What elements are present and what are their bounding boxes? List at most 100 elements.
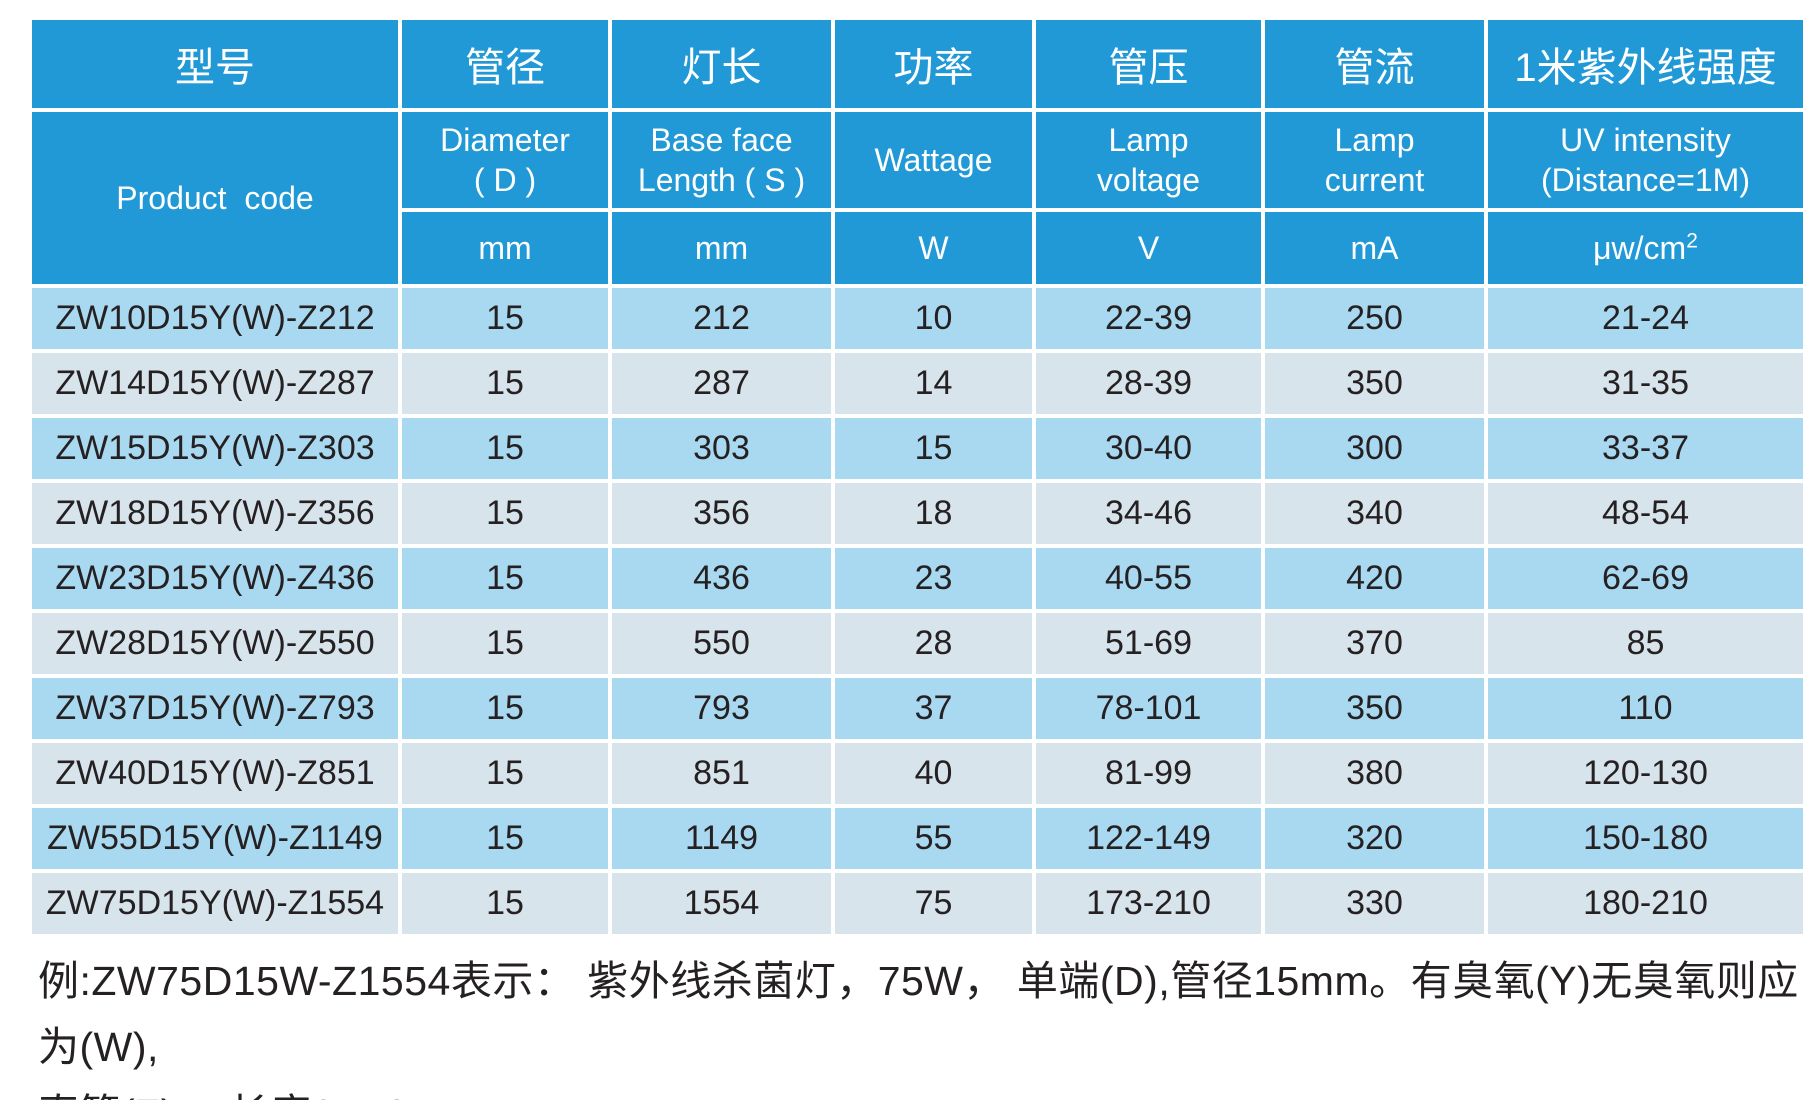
cell-voltage: 51-69 xyxy=(1032,609,1265,678)
table-row: ZW15D15Y(W)-Z303 15 303 15 30-40 300 33-… xyxy=(28,414,1807,483)
table-row: ZW23D15Y(W)-Z436 15 436 23 40-55 420 62-… xyxy=(28,544,1807,613)
cell-wattage: 15 xyxy=(831,414,1036,483)
cell-diameter: 15 xyxy=(398,284,612,353)
cell-diameter: 15 xyxy=(398,349,612,418)
cell-voltage: 30-40 xyxy=(1032,414,1265,483)
cell-model: ZW40D15Y(W)-Z851 xyxy=(28,739,402,808)
header-unit-uv-sup: 2 xyxy=(1686,228,1698,252)
table-row: ZW55D15Y(W)-Z1149 15 1149 55 122-149 320… xyxy=(28,804,1807,873)
header-zh-wattage: 功率 xyxy=(831,16,1036,112)
table-row: ZW18D15Y(W)-Z356 15 356 18 34-46 340 48-… xyxy=(28,479,1807,548)
cell-diameter: 15 xyxy=(398,609,612,678)
cell-wattage: 75 xyxy=(831,869,1036,938)
cell-wattage: 28 xyxy=(831,609,1036,678)
cell-uv: 120-130 xyxy=(1484,739,1807,808)
header-en-diameter: Diameter ( D ) xyxy=(398,108,612,212)
cell-length: 851 xyxy=(608,739,835,808)
cell-voltage: 40-55 xyxy=(1032,544,1265,613)
header-unit-uv: μw/cm2 xyxy=(1484,208,1807,288)
cell-uv: 62-69 xyxy=(1484,544,1807,613)
cell-diameter: 15 xyxy=(398,544,612,613)
cell-diameter: 15 xyxy=(398,739,612,808)
table-row: ZW40D15Y(W)-Z851 15 851 40 81-99 380 120… xyxy=(28,739,1807,808)
header-zh-length: 灯长 xyxy=(608,16,835,112)
cell-uv: 110 xyxy=(1484,674,1807,743)
header-en-product-code: Product code xyxy=(28,108,402,288)
cell-voltage: 78-101 xyxy=(1032,674,1265,743)
cell-uv: 21-24 xyxy=(1484,284,1807,353)
header-unit-wattage: W xyxy=(831,208,1036,288)
cell-wattage: 18 xyxy=(831,479,1036,548)
header-en-uv: UV intensity (Distance=1M) xyxy=(1484,108,1807,212)
cell-wattage: 37 xyxy=(831,674,1036,743)
cell-uv: 85 xyxy=(1484,609,1807,678)
cell-diameter: 15 xyxy=(398,869,612,938)
cell-diameter: 15 xyxy=(398,479,612,548)
cell-voltage: 173-210 xyxy=(1032,869,1265,938)
cell-model: ZW23D15Y(W)-Z436 xyxy=(28,544,402,613)
cell-diameter: 15 xyxy=(398,414,612,483)
cell-current: 330 xyxy=(1261,869,1488,938)
cell-wattage: 14 xyxy=(831,349,1036,418)
cell-length: 550 xyxy=(608,609,835,678)
cell-uv: 31-35 xyxy=(1484,349,1807,418)
header-unit-diameter: mm xyxy=(398,208,612,288)
cell-current: 350 xyxy=(1261,349,1488,418)
cell-wattage: 55 xyxy=(831,804,1036,873)
header-en-current: Lamp current xyxy=(1261,108,1488,212)
cell-model: ZW15D15Y(W)-Z303 xyxy=(28,414,402,483)
cell-length: 287 xyxy=(608,349,835,418)
cell-model: ZW55D15Y(W)-Z1149 xyxy=(28,804,402,873)
table-row: ZW75D15Y(W)-Z1554 15 1554 75 173-210 330… xyxy=(28,869,1807,938)
header-en-length: Base face Length ( S ) xyxy=(608,108,835,212)
table-row: ZW14D15Y(W)-Z287 15 287 14 28-39 350 31-… xyxy=(28,349,1807,418)
cell-current: 380 xyxy=(1261,739,1488,808)
cell-uv: 48-54 xyxy=(1484,479,1807,548)
header-row-en: Product code Diameter ( D ) Base face Le… xyxy=(28,108,1807,288)
table-row: ZW10D15Y(W)-Z212 15 212 10 22-39 250 21-… xyxy=(28,284,1807,353)
cell-wattage: 40 xyxy=(831,739,1036,808)
header-unit-voltage: V xyxy=(1032,208,1265,288)
cell-wattage: 10 xyxy=(831,284,1036,353)
cell-diameter: 15 xyxy=(398,804,612,873)
header-zh-model: 型号 xyxy=(28,16,402,112)
cell-length: 303 xyxy=(608,414,835,483)
header-en-voltage: Lamp voltage xyxy=(1032,108,1265,212)
header-unit-length: mm xyxy=(608,208,835,288)
cell-model: ZW18D15Y(W)-Z356 xyxy=(28,479,402,548)
header-unit-uv-base: μw/cm xyxy=(1593,229,1687,266)
cell-length: 212 xyxy=(608,284,835,353)
header-zh-voltage: 管压 xyxy=(1032,16,1265,112)
cell-current: 320 xyxy=(1261,804,1488,873)
table-row: ZW37D15Y(W)-Z793 15 793 37 78-101 350 11… xyxy=(28,674,1807,743)
cell-length: 436 xyxy=(608,544,835,613)
footnote-line-2: 直管(Z)， 长度1554m xyxy=(38,1081,1808,1100)
header-en-wattage: Wattage xyxy=(831,108,1036,212)
cell-model: ZW37D15Y(W)-Z793 xyxy=(28,674,402,743)
cell-model: ZW10D15Y(W)-Z212 xyxy=(28,284,402,353)
cell-current: 370 xyxy=(1261,609,1488,678)
cell-voltage: 122-149 xyxy=(1032,804,1265,873)
footnote-line-1: 例:ZW75D15W-Z1554表示： 紫外线杀菌灯，75W， 单端(D),管径… xyxy=(38,958,1799,1071)
cell-length: 1554 xyxy=(608,869,835,938)
header-unit-current: mA xyxy=(1261,208,1488,288)
cell-uv: 150-180 xyxy=(1484,804,1807,873)
header-row-units: mm mm W V mA μw/cm2 xyxy=(30,208,1807,288)
cell-length: 793 xyxy=(608,674,835,743)
cell-voltage: 81-99 xyxy=(1032,739,1265,808)
cell-voltage: 28-39 xyxy=(1032,349,1265,418)
cell-current: 340 xyxy=(1261,479,1488,548)
header-zh-diameter: 管径 xyxy=(398,16,612,112)
cell-length: 1149 xyxy=(608,804,835,873)
header-row-zh: 型号 管径 灯长 功率 管压 管流 1米紫外线强度 xyxy=(28,16,1807,112)
cell-length: 356 xyxy=(608,479,835,548)
header-zh-uv: 1米紫外线强度 xyxy=(1484,16,1807,112)
lamp-spec-table: 型号 管径 灯长 功率 管压 管流 1米紫外线强度 Product code D… xyxy=(28,16,1807,938)
cell-current: 350 xyxy=(1261,674,1488,743)
cell-voltage: 34-46 xyxy=(1032,479,1265,548)
cell-current: 420 xyxy=(1261,544,1488,613)
cell-model: ZW14D15Y(W)-Z287 xyxy=(28,349,402,418)
footnote: 例:ZW75D15W-Z1554表示： 紫外线杀菌灯，75W， 单端(D),管径… xyxy=(38,948,1808,1100)
header-zh-current: 管流 xyxy=(1261,16,1488,112)
